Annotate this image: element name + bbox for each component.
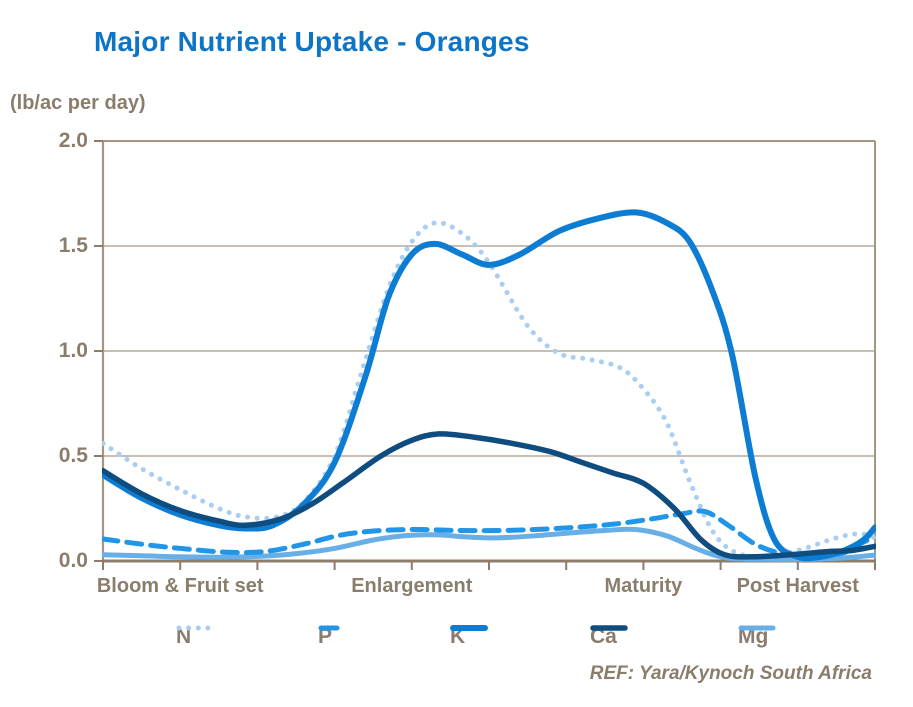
y-tick-label: 1.5 [58,234,88,257]
legend-item-ca: Ca [590,623,628,651]
legend-line-sample-n [176,625,214,631]
chart-title: Major Nutrient Uptake - Oranges [94,26,530,57]
series-line-ca [102,431,876,560]
y-tick-label: 0.0 [58,549,88,572]
legend-item-n: N [176,623,214,651]
legend-line-sample-k [450,625,488,631]
chart-legend: N P K Ca Mg [0,623,913,651]
legend-line-sample-mg [738,625,776,631]
legend-line-sample-ca [590,625,628,631]
x-stage-label-bloom-fruit-set: Bloom & Fruit set [96,575,264,597]
reference-text: REF: Yara/Kynoch South Africa [589,663,872,684]
series-line-p [102,508,876,559]
y-axis-unit-label: (lb/ac per day) [10,92,146,114]
legend-item-k: K [450,623,488,651]
x-stage-label-enlargement: Enlargement [351,575,473,597]
x-stage-label-post-harvest: Post Harvest [736,575,859,597]
series-line-n [102,220,876,560]
legend-label-n: N [176,625,192,648]
legend-line-sample-p [318,625,340,631]
legend-label-p: P [318,625,333,648]
y-tick-label: 2.0 [58,129,88,152]
series-line-k [102,209,876,562]
legend-item-mg: Mg [738,623,776,651]
y-tick-label: 1.0 [58,339,88,362]
y-tick-label: 0.5 [58,444,88,467]
legend-item-p: P [318,623,340,651]
x-stage-label-maturity: Maturity [604,575,683,597]
legend-label-mg: Mg [738,625,769,648]
